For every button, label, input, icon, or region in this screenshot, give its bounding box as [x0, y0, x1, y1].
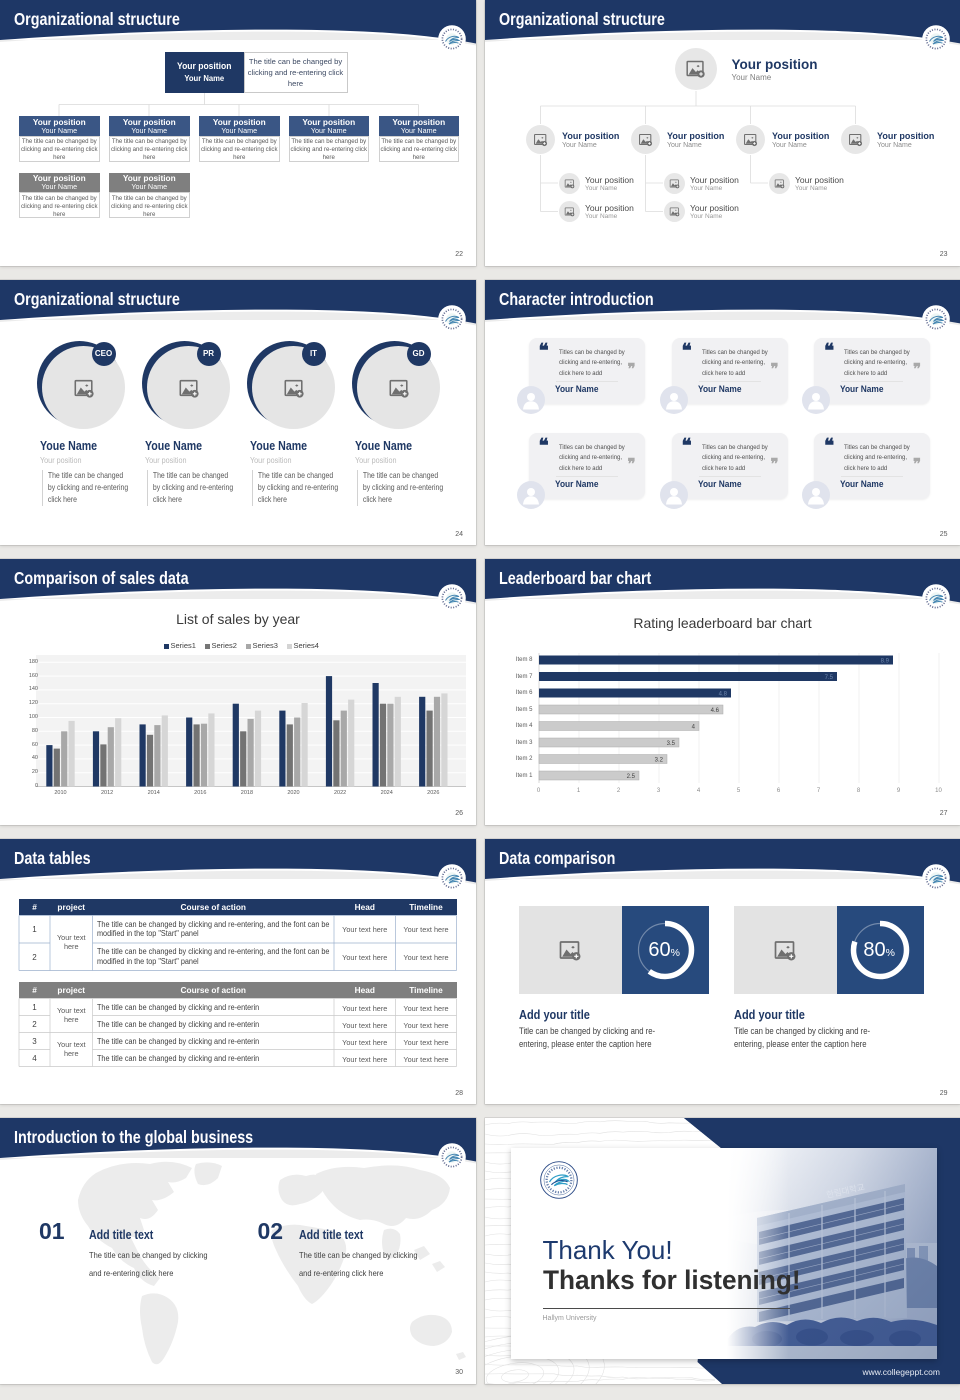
svg-text:3.2: 3.2	[654, 758, 663, 764]
svg-text:2.5: 2.5	[626, 774, 635, 780]
svg-text:8.9: 8.9	[880, 659, 889, 665]
svg-text:3.5: 3.5	[666, 741, 675, 747]
svg-text:7.5: 7.5	[824, 675, 833, 681]
svg-text:4.6: 4.6	[710, 708, 719, 714]
svg-text:4: 4	[691, 725, 695, 731]
svg-text:4.8: 4.8	[718, 692, 727, 698]
